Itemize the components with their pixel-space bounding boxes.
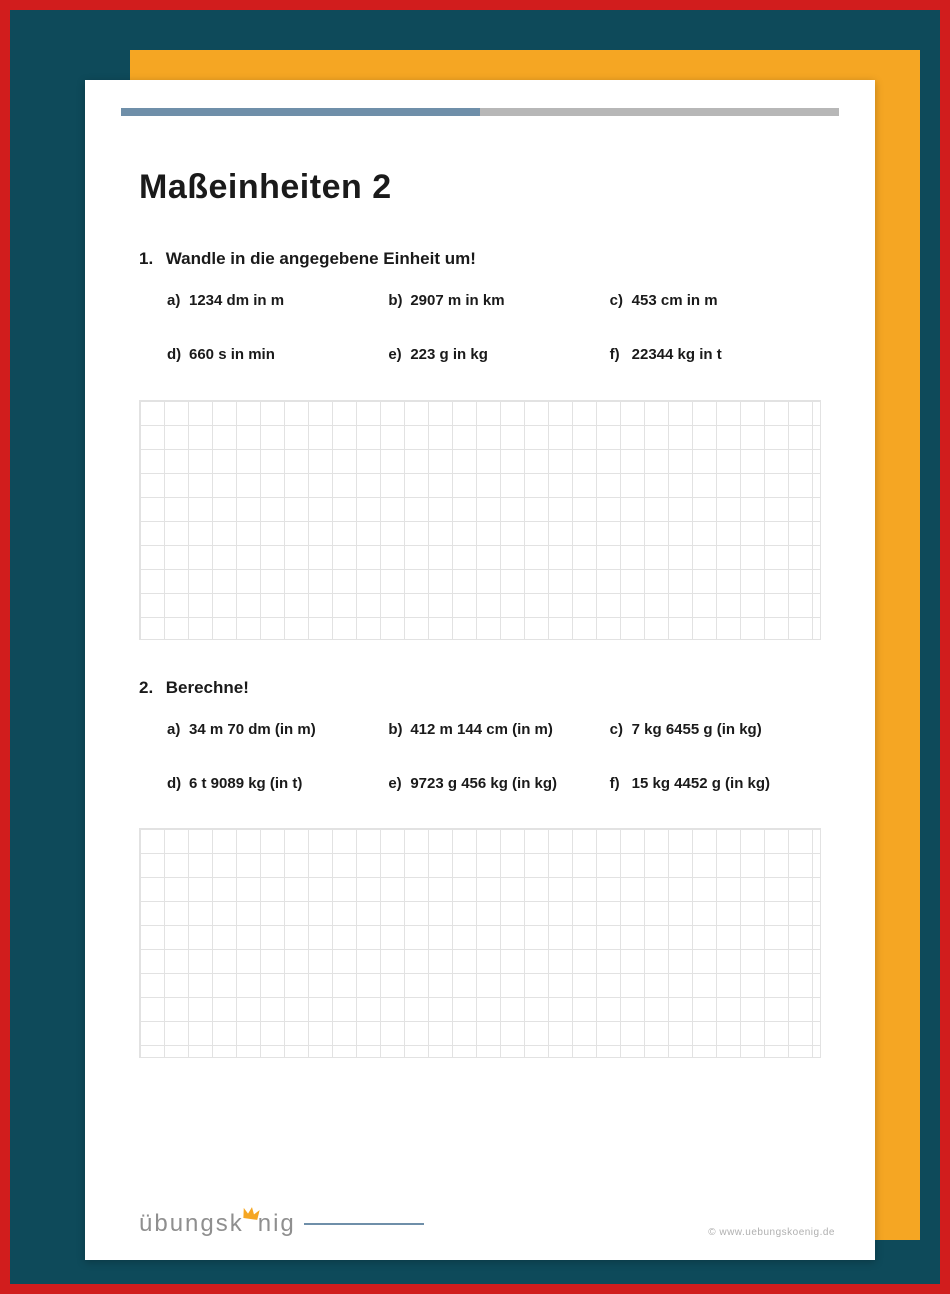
- copyright-text: © www.uebungskoenig.de: [708, 1227, 835, 1238]
- task-1-item-a: a)1234 dm in m: [167, 291, 378, 311]
- page-title: Maßeinheiten 2: [139, 168, 821, 207]
- task-1-text: Wandle in die angegebene Einheit um!: [166, 249, 476, 268]
- task-2-answer-grid: [139, 828, 821, 1058]
- task-1-item-e: e)223 g in kg: [388, 345, 599, 365]
- task-1-heading: 1. Wandle in die angegebene Einheit um!: [139, 249, 821, 269]
- rule-segment-right: [480, 108, 839, 116]
- task-1-item-d: d)660 s in min: [167, 345, 378, 365]
- task-2-item-a: a)34 m 70 dm (in m): [167, 720, 378, 740]
- task-2-number: 2.: [139, 678, 161, 698]
- rule-segment-left: [121, 108, 480, 116]
- task-1-item-c: c)453 cm in m: [610, 291, 821, 311]
- task-2-items: a)34 m 70 dm (in m) b)412 m 144 cm (in m…: [167, 720, 821, 795]
- task-1-answer-grid: [139, 400, 821, 640]
- task-1: 1. Wandle in die angegebene Einheit um! …: [139, 249, 821, 640]
- crown-icon: [240, 1199, 262, 1229]
- stage: Maßeinheiten 2 1. Wandle in die angegebe…: [10, 10, 940, 1284]
- brand-logo: übungsk nig: [139, 1210, 424, 1238]
- task-2-text: Berechne!: [166, 678, 249, 697]
- task-2-item-b: b)412 m 144 cm (in m): [388, 720, 599, 740]
- task-2-heading: 2. Berechne!: [139, 678, 821, 698]
- task-1-items: a)1234 dm in m b)2907 m in km c)453 cm i…: [167, 291, 821, 366]
- task-2-item-e: e)9723 g 456 kg (in kg): [388, 774, 599, 794]
- task-1-item-f: f)22344 kg in t: [610, 345, 821, 365]
- worksheet-page: Maßeinheiten 2 1. Wandle in die angegebe…: [85, 80, 875, 1260]
- brand-text-before: übungsk: [139, 1210, 244, 1238]
- task-1-item-b: b)2907 m in km: [388, 291, 599, 311]
- task-2-item-c: c)7 kg 6455 g (in kg): [610, 720, 821, 740]
- brand-text-after: nig: [258, 1210, 296, 1238]
- task-1-number: 1.: [139, 249, 161, 269]
- task-2-item-f: f)15 kg 4452 g (in kg): [610, 774, 821, 794]
- page-content: Maßeinheiten 2 1. Wandle in die angegebe…: [85, 116, 875, 1058]
- task-2: 2. Berechne! a)34 m 70 dm (in m) b)412 m…: [139, 678, 821, 1059]
- top-rule: [121, 108, 839, 116]
- page-footer: übungsk nig © www.uebungskoenig.de: [139, 1210, 835, 1238]
- task-2-item-d: d)6 t 9089 kg (in t): [167, 774, 378, 794]
- brand-underline: [304, 1223, 424, 1225]
